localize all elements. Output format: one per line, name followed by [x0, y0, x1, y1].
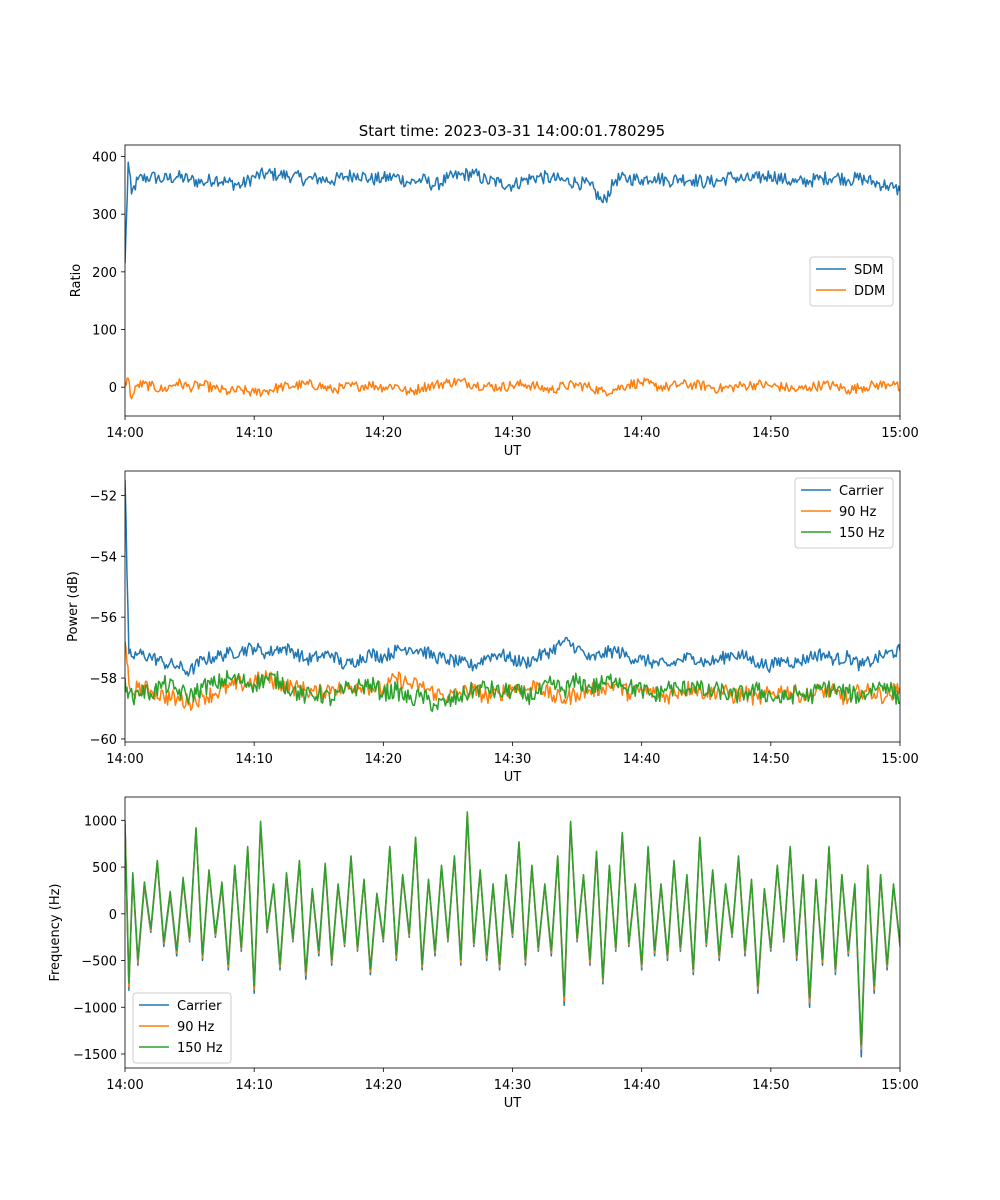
legend-label: DDM — [854, 284, 885, 299]
chart-1: 14:00 14:10 14:20 14:30 14:40 14:50 15:00 0 100 2… — [69, 144, 919, 459]
chart-3: 14:00 14:10 14:20 14:30 14:40 14:50 15:00 −1500… — [48, 796, 919, 1111]
series-group — [125, 161, 900, 400]
y-tick-label: 200 — [92, 266, 117, 281]
y-tick-label: −1500 — [73, 1048, 117, 1063]
y-tick-label: 0 — [109, 381, 117, 396]
legend: Carrier 90 Hz 150 Hz — [132, 992, 232, 1064]
x-tick-label: 14:10 — [235, 426, 272, 441]
x-tick-label: 14:00 — [106, 426, 143, 441]
x-tick-label: 14:00 — [106, 1078, 143, 1093]
legend-box — [794, 477, 894, 549]
legend: SDM DDM — [809, 256, 894, 307]
legend-label: Carrier — [839, 484, 884, 499]
y-tick-label: 0 — [109, 908, 117, 923]
x-tick-label: 14:50 — [752, 426, 789, 441]
legend-label: SDM — [854, 263, 883, 278]
series-group — [125, 480, 900, 712]
y-tick-label: −60 — [90, 733, 117, 748]
x-axis-label: UT — [504, 770, 522, 785]
series-line-carrier — [125, 480, 900, 677]
y-axis-label: Ratio — [69, 264, 84, 297]
y-axis-label: Power (dB) — [66, 571, 81, 642]
x-tick-label: 14:00 — [106, 752, 143, 767]
legend-label: 90 Hz — [839, 505, 876, 520]
y-tick-label: 100 — [92, 324, 117, 339]
legend-label: 150 Hz — [839, 526, 885, 541]
x-axis-label: UT — [504, 444, 522, 459]
series-line-150-hz — [125, 670, 900, 712]
series-line-sdm — [125, 161, 900, 264]
x-tick-label: 14:50 — [752, 752, 789, 767]
legend-box — [132, 992, 232, 1064]
legend-label: Carrier — [177, 999, 222, 1014]
x-tick-label: 14:20 — [365, 426, 402, 441]
y-tick-label: −52 — [90, 489, 117, 504]
x-tick-label: 14:40 — [623, 1078, 660, 1093]
series-line-150-hz — [125, 811, 900, 1046]
x-tick-label: 14:50 — [752, 1078, 789, 1093]
x-tick-label: 14:40 — [623, 426, 660, 441]
x-tick-label: 14:40 — [623, 752, 660, 767]
y-tick-label: 300 — [92, 208, 117, 223]
x-axis-label: UT — [504, 1096, 522, 1111]
x-tick-label: 14:20 — [365, 1078, 402, 1093]
figure-title: Start time: 2023-03-31 14:00:01.780295 — [359, 122, 665, 140]
x-tick-label: 14:20 — [365, 752, 402, 767]
y-tick-label: −500 — [81, 955, 117, 970]
legend-label: 150 Hz — [177, 1041, 223, 1056]
x-tick-label: 15:00 — [881, 426, 918, 441]
series-group — [125, 811, 900, 1058]
x-tick-label: 14:10 — [235, 1078, 272, 1093]
y-tick-label: 1000 — [84, 814, 117, 829]
series-line-ddm — [125, 377, 900, 400]
y-tick-label: −58 — [90, 672, 117, 687]
x-tick-label: 15:00 — [881, 1078, 918, 1093]
x-tick-label: 15:00 — [881, 752, 918, 767]
legend: Carrier 90 Hz 150 Hz — [794, 477, 894, 549]
y-tick-label: −1000 — [73, 1001, 117, 1016]
x-tick-label: 14:30 — [494, 752, 531, 767]
y-axis-label: Frequency (Hz) — [48, 883, 63, 981]
x-tick-label: 14:30 — [494, 426, 531, 441]
y-tick-label: −56 — [90, 611, 117, 626]
y-tick-label: 500 — [92, 861, 117, 876]
y-tick-label: 400 — [92, 151, 117, 166]
x-tick-label: 14:10 — [235, 752, 272, 767]
panels: 14:00 14:10 14:20 14:30 14:40 14:50 15:00 0 100 2… — [48, 144, 919, 1111]
y-tick-label: −54 — [90, 550, 117, 565]
legend-label: 90 Hz — [177, 1020, 214, 1035]
chart-2: 14:00 14:10 14:20 14:30 14:40 14:50 15:00 −60 −5… — [66, 470, 919, 785]
x-tick-label: 14:30 — [494, 1078, 531, 1093]
